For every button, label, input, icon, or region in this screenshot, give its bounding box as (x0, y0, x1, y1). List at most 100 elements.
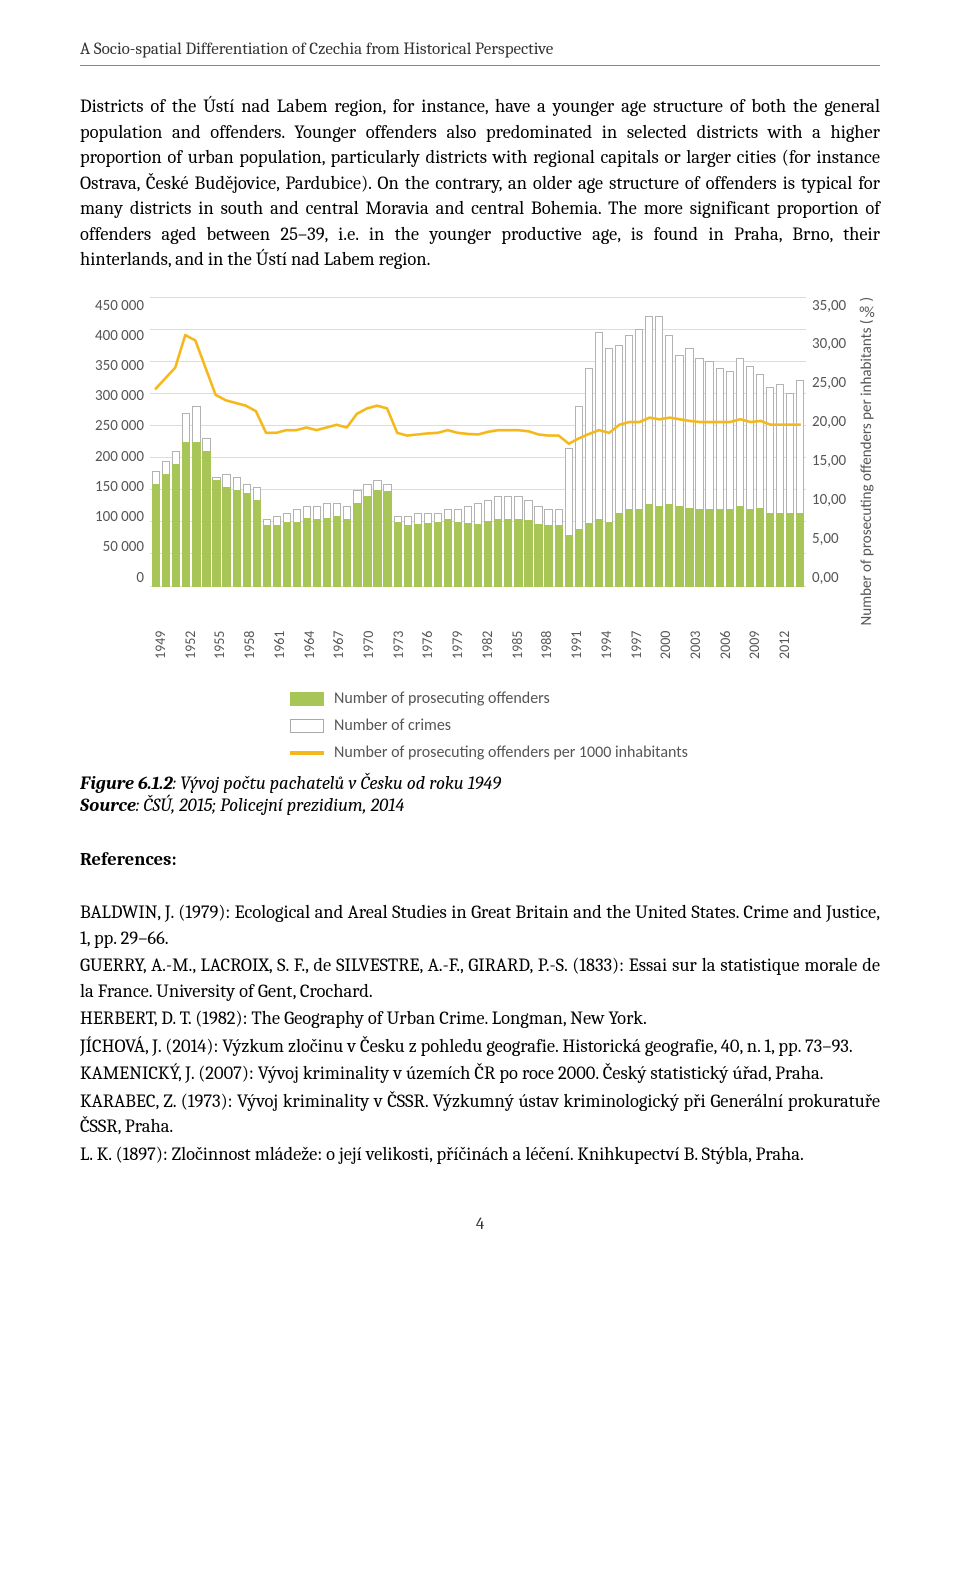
bar-2011 (776, 297, 784, 587)
bar-1975 (414, 297, 422, 587)
bar-1993 (595, 297, 603, 587)
bar-1983 (494, 297, 502, 587)
y2-tick: 25,00 (812, 374, 846, 392)
bar-1982 (484, 297, 492, 587)
chart-legend: Number of prosecuting offenders Number o… (290, 689, 880, 762)
x-tick: 1955 (211, 631, 239, 673)
bar-1990 (565, 297, 573, 587)
bar-2004 (705, 297, 713, 587)
legend-item: Number of prosecuting offenders (290, 689, 880, 708)
x-tick: 1985 (509, 631, 537, 673)
x-tick: 2009 (746, 631, 774, 673)
bar-2006 (726, 297, 734, 587)
legend-item: Number of prosecuting offenders per 1000… (290, 743, 880, 762)
y1-tick: 150 000 (95, 478, 144, 496)
bar-2003 (695, 297, 703, 587)
y1-tick: 400 000 (95, 327, 144, 345)
bar-1964 (303, 297, 311, 587)
figure-caption: Figure 6.1.2: Vývoj počtu pachatelů v Če… (80, 772, 880, 794)
x-tick: 2003 (687, 631, 715, 673)
reference-item: BALDWIN, J. (1979): Ecological and Areal… (80, 900, 880, 951)
bar-1968 (343, 297, 351, 587)
page-number: 4 (80, 1215, 880, 1234)
y2-tick: 20,00 (812, 413, 846, 431)
bar-1988 (544, 297, 552, 587)
x-tick: 2012 (776, 631, 804, 673)
x-tick: 1979 (449, 631, 477, 673)
y2-tick: 10,00 (812, 491, 846, 509)
reference-item: HERBERT, D. T. (1982): The Geography of … (80, 1006, 880, 1032)
bar-1989 (555, 297, 563, 587)
bar-1987 (534, 297, 542, 587)
x-tick: 1982 (479, 631, 507, 673)
source-label: Source (80, 794, 136, 816)
reference-item: KARABEC, Z. (1973): Vývoj kriminality v … (80, 1089, 880, 1140)
bar-1969 (353, 297, 361, 587)
x-tick: 1976 (419, 631, 447, 673)
bar-1952 (182, 297, 190, 587)
bar-1992 (585, 297, 593, 587)
legend-swatch-offenders (290, 692, 324, 706)
bar-1997 (635, 297, 643, 587)
bar-1949 (152, 297, 160, 587)
bar-1972 (383, 297, 391, 587)
y1-tick: 250 000 (95, 417, 144, 435)
bar-1967 (333, 297, 341, 587)
figure-number: Figure 6.1.2 (80, 772, 173, 794)
y-axis-left: 450 000 400 000 350 000 300 000 250 000 200 0… (80, 297, 150, 587)
y2-tick: 0,00 (812, 569, 839, 587)
bar-1950 (162, 297, 170, 587)
bar-1979 (454, 297, 462, 587)
bar-1978 (444, 297, 452, 587)
y1-tick: 300 000 (95, 387, 144, 405)
bar-1966 (323, 297, 331, 587)
x-tick: 1991 (568, 631, 596, 673)
running-header: A Socio-spatial Differentiation of Czech… (80, 40, 880, 66)
bar-2012 (786, 297, 794, 587)
y1-tick: 450 000 (95, 297, 144, 315)
bar-1985 (514, 297, 522, 587)
bar-1973 (394, 297, 402, 587)
legend-item: Number of crimes (290, 716, 880, 735)
bar-1960 (263, 297, 271, 587)
bar-1965 (313, 297, 321, 587)
bar-2009 (756, 297, 764, 587)
bar-1977 (434, 297, 442, 587)
bar-1963 (293, 297, 301, 587)
x-tick: 1952 (182, 631, 210, 673)
reference-item: L. K. (1897): Zločinnost mládeže: o její… (80, 1142, 880, 1168)
y1-tick: 350 000 (95, 357, 144, 375)
bar-1996 (625, 297, 633, 587)
y2-tick: 5,00 (812, 530, 839, 548)
bar-1957 (233, 297, 241, 587)
bar-1970 (363, 297, 371, 587)
y2-tick: 15,00 (812, 452, 846, 470)
legend-label: Number of prosecuting offenders per 1000… (334, 743, 688, 762)
figure-title: : Vývoj počtu pachatelů v Česku od roku … (173, 772, 501, 794)
bar-1976 (424, 297, 432, 587)
body-paragraph: Districts of the Ústí nad Labem region, … (80, 94, 880, 273)
bar-1991 (575, 297, 583, 587)
bar-1955 (212, 297, 220, 587)
reference-item: KAMENICKÝ, J. (2007): Vývoj kriminality … (80, 1061, 880, 1087)
bar-1954 (202, 297, 210, 587)
bar-1999 (655, 297, 663, 587)
x-tick: 1967 (330, 631, 358, 673)
x-tick: 1988 (538, 631, 566, 673)
y2-tick: 35,00 (812, 297, 846, 315)
x-tick: 1997 (628, 631, 656, 673)
bar-2000 (665, 297, 673, 587)
legend-swatch-crimes (290, 719, 324, 733)
bar-2001 (675, 297, 683, 587)
x-tick: 1994 (598, 631, 626, 673)
y1-tick: 200 000 (95, 448, 144, 466)
bar-1958 (243, 297, 251, 587)
references-heading: References: (80, 848, 880, 870)
bar-1956 (222, 297, 230, 587)
y1-tick: 0 (136, 569, 144, 587)
bar-2007 (736, 297, 744, 587)
figure-chart: 450 000 400 000 350 000 300 000 250 000 200 0… (80, 297, 880, 762)
bar-2013 (796, 297, 804, 587)
bar-2002 (685, 297, 693, 587)
x-tick: 2000 (657, 631, 685, 673)
